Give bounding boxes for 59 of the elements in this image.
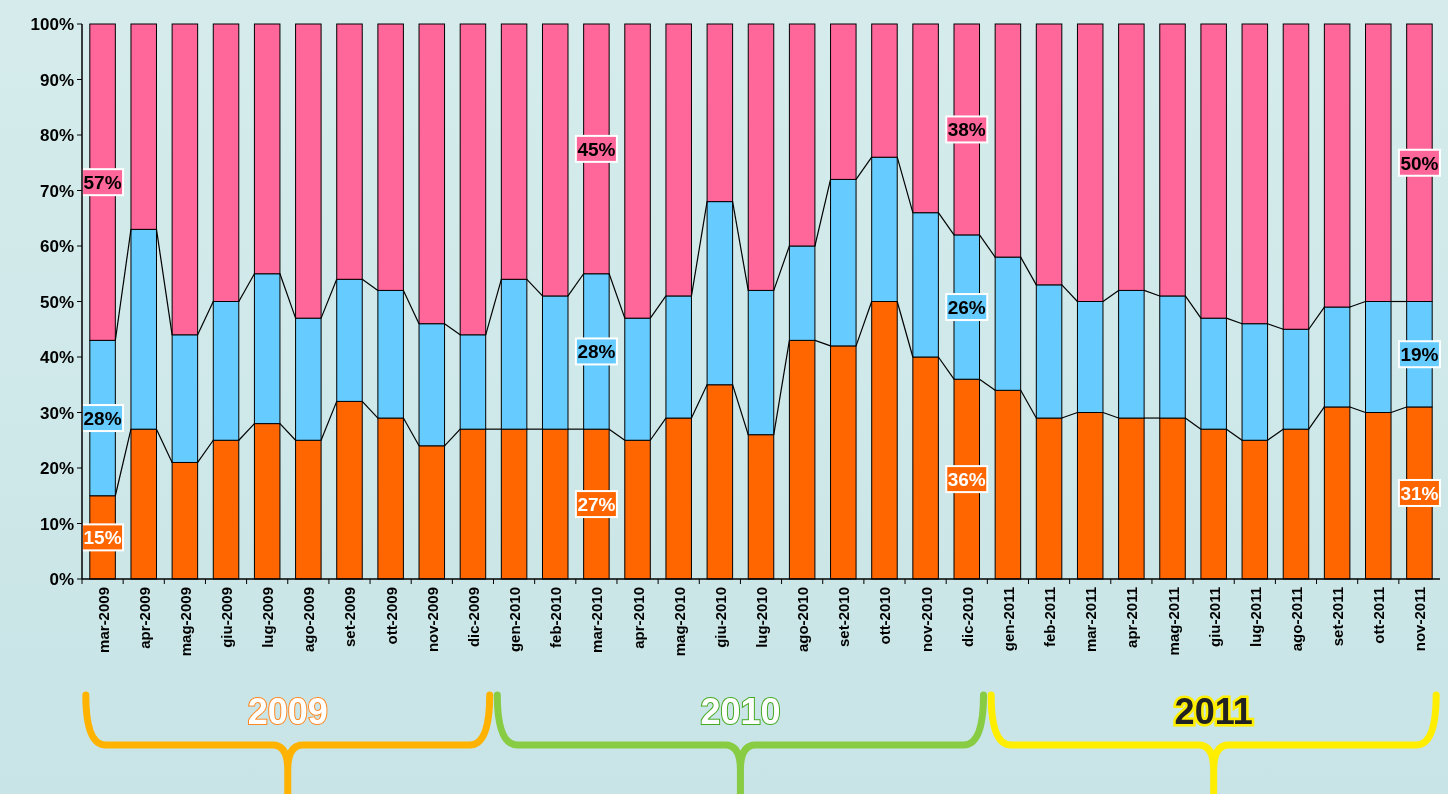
y-tick-label: 90% bbox=[39, 70, 74, 90]
x-tick-label: feb-2010 bbox=[547, 587, 565, 648]
data-label: 28% bbox=[577, 341, 616, 363]
x-tick-label: ott-2010 bbox=[876, 587, 894, 645]
y-tick-label: 0% bbox=[49, 570, 74, 589]
x-tick-label: ago-2010 bbox=[794, 587, 812, 653]
x-tick-label: dic-2009 bbox=[464, 587, 482, 648]
x-tick-label: set-2011 bbox=[1329, 587, 1347, 647]
x-tick-label: giu-2010 bbox=[711, 587, 729, 648]
text: 2010 bbox=[700, 691, 781, 732]
x-tick-label: apr-2010 bbox=[629, 587, 647, 649]
x-tick-label: mag-2010 bbox=[670, 587, 688, 657]
x-tick-label: lug-2009 bbox=[259, 587, 277, 648]
x-tick-label: set-2010 bbox=[835, 587, 853, 648]
data-label: 36% bbox=[947, 469, 986, 491]
x-tick-label: mar-2010 bbox=[588, 587, 606, 653]
data-label: 31% bbox=[1400, 482, 1439, 504]
x-tick-label: ago-2009 bbox=[300, 587, 318, 653]
x-tick-label: ott-2009 bbox=[382, 587, 400, 645]
x-tick-label: lug-2010 bbox=[753, 587, 770, 648]
x-tick-label: lug-2011 bbox=[1246, 587, 1264, 648]
x-tick-label: apr-2011 bbox=[1123, 587, 1141, 648]
y-tick-label: 20% bbox=[39, 459, 74, 478]
y-tick-label: 40% bbox=[39, 348, 74, 367]
data-label: 15% bbox=[83, 527, 122, 549]
data-label: 57% bbox=[83, 172, 122, 194]
x-tick-label: nov-2009 bbox=[423, 587, 441, 653]
x-tick-label: mar-2009 bbox=[94, 587, 112, 653]
x-tick-label: mag-2011 bbox=[1164, 587, 1182, 656]
y-tick-label: 80% bbox=[39, 126, 74, 145]
x-tick-label: nov-2010 bbox=[917, 587, 935, 653]
data-label: 26% bbox=[947, 297, 986, 319]
x-tick-label: feb-2011 bbox=[1041, 587, 1059, 648]
x-tick-label: ago-2011 bbox=[1287, 587, 1305, 652]
y-tick-label: 60% bbox=[39, 237, 74, 256]
y-tick-label: 50% bbox=[39, 292, 74, 312]
text: 2011 bbox=[1174, 691, 1253, 732]
x-tick-label: dic-2010 bbox=[958, 587, 976, 648]
data-label: 38% bbox=[947, 119, 986, 141]
x-tick-label: set-2009 bbox=[341, 587, 359, 648]
x-tick-label: apr-2009 bbox=[135, 587, 153, 649]
y-tick-label: 10% bbox=[39, 514, 74, 534]
y-tick-label: 100% bbox=[30, 15, 74, 34]
x-tick-label: giu-2011 bbox=[1205, 587, 1223, 648]
x-tick-label: mar-2011 bbox=[1082, 587, 1100, 653]
x-tick-label: gen-2011 bbox=[999, 587, 1017, 652]
x-tick-label: nov-2011 bbox=[1411, 587, 1429, 652]
y-tick-label: 70% bbox=[39, 181, 74, 201]
data-label: 19% bbox=[1400, 344, 1439, 366]
data-label: 45% bbox=[577, 138, 616, 160]
data-label: 28% bbox=[83, 408, 122, 430]
text: 2009 bbox=[247, 691, 328, 732]
x-tick-label: mag-2009 bbox=[176, 587, 194, 657]
x-tick-label: gen-2010 bbox=[506, 587, 524, 653]
y-tick-label: 30% bbox=[39, 403, 74, 423]
x-tick-label: giu-2009 bbox=[218, 587, 236, 648]
data-label: 50% bbox=[1400, 152, 1439, 174]
x-tick-label: ott-2011 bbox=[1370, 587, 1388, 644]
data-label: 27% bbox=[577, 494, 616, 516]
